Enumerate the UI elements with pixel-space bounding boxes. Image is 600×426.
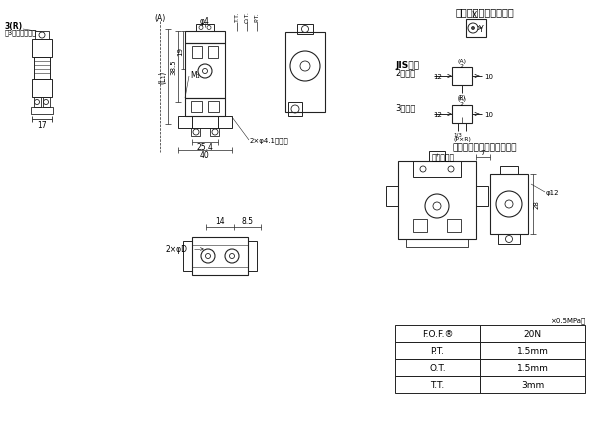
Bar bbox=[413, 161, 461, 178]
Text: 19: 19 bbox=[177, 46, 183, 55]
Bar bbox=[413, 219, 427, 233]
Bar bbox=[31, 108, 53, 115]
Text: 40: 40 bbox=[200, 151, 210, 160]
Text: T.T.: T.T. bbox=[235, 12, 239, 22]
Text: リリースプッシュ寸法: リリースプッシュ寸法 bbox=[455, 7, 514, 17]
Bar bbox=[447, 219, 461, 233]
Bar bbox=[395, 376, 480, 393]
Text: ミニチュア表示灯付の場合: ミニチュア表示灯付の場合 bbox=[453, 143, 517, 152]
Bar bbox=[196, 25, 214, 32]
Bar bbox=[34, 58, 50, 80]
Text: X: X bbox=[472, 12, 476, 20]
Text: M₁: M₁ bbox=[190, 70, 200, 79]
Text: O.T.: O.T. bbox=[429, 363, 446, 372]
Text: 12: 12 bbox=[433, 74, 442, 80]
Text: 28: 28 bbox=[534, 200, 540, 209]
Bar bbox=[185, 44, 225, 99]
Text: 2: 2 bbox=[460, 102, 464, 107]
Bar bbox=[191, 102, 202, 113]
Bar bbox=[192, 237, 248, 275]
Bar bbox=[32, 40, 52, 58]
Bar bbox=[429, 152, 445, 161]
Bar bbox=[185, 99, 225, 117]
Text: 7: 7 bbox=[481, 150, 485, 155]
Text: Y: Y bbox=[479, 24, 484, 33]
Bar bbox=[192, 47, 202, 59]
Text: (A): (A) bbox=[458, 59, 467, 64]
Text: 10: 10 bbox=[484, 74, 493, 80]
Circle shape bbox=[472, 27, 475, 30]
Text: 2: 2 bbox=[460, 64, 464, 69]
Bar bbox=[452, 106, 472, 124]
Text: P.T.: P.T. bbox=[254, 12, 260, 22]
Bar bbox=[395, 359, 480, 376]
Bar bbox=[185, 32, 225, 44]
Text: (A): (A) bbox=[458, 97, 467, 102]
Bar bbox=[476, 187, 488, 207]
Text: 3(R): 3(R) bbox=[5, 23, 23, 32]
Text: 12: 12 bbox=[433, 112, 442, 118]
Bar bbox=[218, 117, 232, 129]
Bar bbox=[210, 129, 219, 137]
Text: エア表示灯: エア表示灯 bbox=[432, 153, 455, 162]
Text: φ12: φ12 bbox=[546, 190, 560, 196]
Bar bbox=[43, 98, 50, 108]
Bar bbox=[178, 117, 192, 129]
Text: 3ポート: 3ポート bbox=[395, 103, 415, 112]
Text: （3ポートのみ）: （3ポートのみ） bbox=[5, 30, 37, 36]
Bar bbox=[285, 33, 325, 113]
Text: 25.4: 25.4 bbox=[197, 143, 214, 152]
Text: O.T.: O.T. bbox=[245, 11, 250, 23]
Text: (A): (A) bbox=[154, 14, 166, 23]
Text: φ4: φ4 bbox=[200, 17, 210, 26]
Text: 2×φD: 2×φD bbox=[165, 245, 187, 254]
Bar bbox=[480, 359, 585, 376]
Text: (L₁): (L₁) bbox=[158, 70, 167, 83]
Text: 17: 17 bbox=[37, 120, 47, 129]
Bar bbox=[34, 98, 41, 108]
Text: 38.5: 38.5 bbox=[170, 59, 176, 75]
Bar bbox=[288, 103, 302, 117]
Text: 8.5: 8.5 bbox=[241, 217, 253, 226]
Text: 2×φ4.1取付穴: 2×φ4.1取付穴 bbox=[250, 137, 289, 144]
Text: 1/3: 1/3 bbox=[454, 132, 463, 137]
Text: 1.5mm: 1.5mm bbox=[517, 346, 548, 355]
Bar bbox=[191, 129, 200, 137]
Bar bbox=[480, 325, 585, 342]
Bar bbox=[490, 175, 528, 234]
Text: 2ポート: 2ポート bbox=[395, 68, 415, 77]
Text: 14: 14 bbox=[215, 217, 225, 226]
Bar bbox=[248, 242, 257, 271]
Bar bbox=[406, 239, 468, 248]
Bar bbox=[452, 68, 472, 86]
Text: F.O.F.®: F.O.F.® bbox=[422, 329, 453, 338]
Text: (P×R): (P×R) bbox=[453, 137, 471, 142]
Bar bbox=[208, 102, 219, 113]
Bar bbox=[480, 342, 585, 359]
Bar bbox=[192, 117, 218, 129]
Bar bbox=[32, 80, 52, 98]
Bar bbox=[386, 187, 398, 207]
Text: 3mm: 3mm bbox=[521, 380, 544, 389]
Bar bbox=[500, 167, 518, 175]
Text: (P): (P) bbox=[458, 95, 466, 100]
Text: JIS記号: JIS記号 bbox=[395, 60, 419, 69]
Bar bbox=[498, 234, 520, 245]
Bar bbox=[183, 242, 192, 271]
Bar bbox=[480, 376, 585, 393]
Bar bbox=[466, 20, 486, 38]
Text: ×0.5MPa時: ×0.5MPa時 bbox=[550, 317, 585, 323]
Bar bbox=[297, 25, 313, 35]
Text: P.T.: P.T. bbox=[431, 346, 445, 355]
Bar bbox=[398, 161, 476, 239]
Bar bbox=[35, 32, 49, 40]
Text: T.T.: T.T. bbox=[430, 380, 445, 389]
Bar bbox=[395, 342, 480, 359]
Bar bbox=[395, 325, 480, 342]
Text: 10: 10 bbox=[484, 112, 493, 118]
Text: 1.5mm: 1.5mm bbox=[517, 363, 548, 372]
Text: 20N: 20N bbox=[523, 329, 542, 338]
Bar bbox=[208, 47, 218, 59]
